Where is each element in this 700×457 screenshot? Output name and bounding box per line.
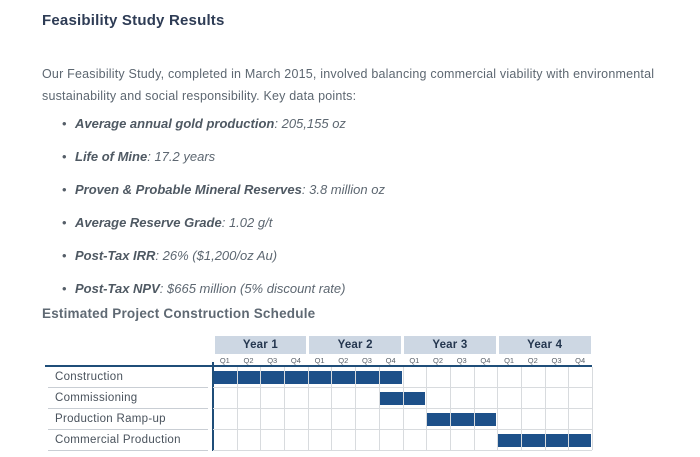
list-item: • Average annual gold production: 205,155… [62, 117, 385, 131]
bullet-icon: • [62, 116, 67, 131]
key-data-points-list: • Average annual gold production: 205,155… [62, 117, 385, 315]
gantt-quarter-label: Q2 [338, 356, 349, 365]
bullet-icon: • [62, 281, 67, 296]
list-item: • Average Reserve Grade: 1.02 g/t [62, 216, 385, 230]
bullet-icon: • [62, 215, 67, 230]
gantt-label-divider-line [212, 362, 214, 451]
bullet-value: 1.02 g/t [228, 215, 273, 230]
gantt-gridline-v [449, 367, 451, 450]
bullet-label: Post-Tax NPV [75, 281, 160, 296]
gantt-quarter-label: Q2 [243, 356, 254, 365]
gantt-gridline-v [260, 367, 262, 450]
list-item: • Post-Tax IRR: 26% ($1,200/oz Au) [62, 249, 385, 263]
bullet-separator: : [274, 116, 282, 131]
gantt-year-header-year-2: Year 2 [309, 336, 401, 354]
gantt-quarter-label: Q1 [219, 356, 230, 365]
gantt-quarter-label: Q1 [314, 356, 325, 365]
bullet-value: 3.8 million oz [309, 182, 385, 197]
gantt-row-label-production-ramp-up: Production Ramp-up [55, 413, 166, 425]
gantt-gridline-v [497, 367, 499, 450]
list-item: • Post-Tax NPV: $665 million (5% discount… [62, 282, 385, 296]
gantt-gridline-v [307, 367, 309, 450]
intro-line-1: Our Feasibility Study, completed in Marc… [42, 67, 655, 81]
bullet-icon: • [62, 149, 67, 164]
gantt-gridline-v [544, 367, 546, 450]
list-item: • Life of Mine: 17.2 years [62, 150, 385, 164]
bullet-value: 205,155 oz [281, 116, 346, 131]
gantt-gridline-v [426, 367, 428, 450]
gantt-row-label-commissioning: Commissioning [55, 392, 138, 404]
bullet-label: Average Reserve Grade [75, 215, 222, 230]
bullet-value: $665 million (5% discount rate) [167, 281, 346, 296]
bullet-label: Life of Mine [75, 149, 148, 164]
bullet-separator: : [159, 281, 167, 296]
list-item: • Proven & Probable Mineral Reserves: 3.8… [62, 183, 385, 197]
bullet-label: Average annual gold production [75, 116, 275, 131]
gantt-year-header-year-1: Year 1 [214, 336, 307, 354]
gantt-quarter-label: Q4 [385, 356, 396, 365]
gantt-quarter-label: Q3 [361, 356, 372, 365]
gantt-gridline-v [402, 367, 404, 450]
gantt-gridline-v [284, 367, 286, 450]
gantt-row-label-construction: Construction [55, 371, 124, 383]
gantt-quarter-label: Q3 [267, 356, 278, 365]
bullet-value: 26% ($1,200/oz Au) [162, 248, 278, 263]
gantt-gridline-v [331, 367, 333, 450]
page-title: Feasibility Study Results [42, 12, 225, 29]
bullet-separator: : [147, 149, 155, 164]
gantt-top-axis-line [45, 365, 593, 367]
bullet-separator: : [155, 248, 163, 263]
gantt-row-separator [48, 408, 208, 409]
bullet-separator: : [221, 215, 229, 230]
gantt-quarter-label: Q4 [480, 356, 491, 365]
gantt-year-header-year-3: Year 3 [404, 336, 496, 354]
gantt-gridline-v [520, 367, 522, 450]
gantt-gridline-h [213, 450, 593, 451]
bullet-icon: • [62, 248, 67, 263]
gantt-gridline-v [355, 367, 357, 450]
gantt-quarter-label: Q1 [504, 356, 515, 365]
intro-line-2: sustainability and social responsibility… [42, 89, 357, 103]
gantt-row-separator [48, 450, 208, 451]
gantt-row-separator [48, 387, 208, 388]
gantt-quarter-label: Q2 [433, 356, 444, 365]
bullet-separator: : [301, 182, 310, 197]
gantt-row-label-commercial-production: Commercial Production [55, 434, 181, 446]
gantt-gridline-v [236, 367, 238, 450]
gantt-quarter-label: Q3 [551, 356, 562, 365]
gantt-quarter-label: Q4 [575, 356, 586, 365]
bullet-label: Proven & Probable Mineral Reserves [75, 182, 302, 197]
gantt-year-header-year-4: Year 4 [498, 336, 591, 354]
gantt-row-separator [48, 429, 208, 430]
gantt-gridline-v [592, 367, 594, 450]
gantt-quarter-label: Q2 [527, 356, 538, 365]
bullet-icon: • [62, 182, 67, 197]
schedule-heading: Estimated Project Construction Schedule [42, 306, 316, 321]
intro-paragraph: Our Feasibility Study, completed in Marc… [42, 63, 654, 107]
bullet-value: 17.2 years [154, 149, 216, 164]
gantt-quarter-label: Q1 [409, 356, 420, 365]
gantt-quarter-label: Q3 [456, 356, 467, 365]
gantt-chart: Year 1 Year 2 Year 3 Year 4 Q1 Q2 Q3 Q4 Q1 Q2 Q3 Q4… [45, 336, 594, 454]
gantt-quarter-label: Q4 [290, 356, 301, 365]
gantt-bar-production-ramp-up [427, 413, 497, 426]
gantt-gridline-v [568, 367, 570, 450]
gantt-gridline-v [473, 367, 475, 450]
bullet-label: Post-Tax IRR [75, 248, 156, 263]
gantt-gridline-v [378, 367, 380, 450]
